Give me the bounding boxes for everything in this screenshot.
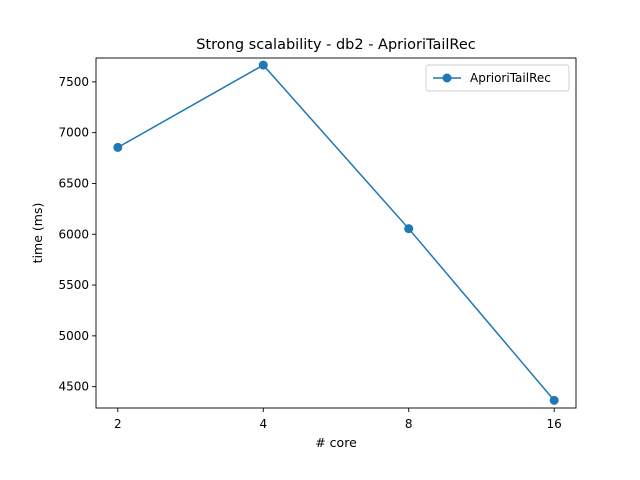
plot-frame bbox=[95, 57, 577, 409]
y-tick-label: 7000 bbox=[58, 126, 89, 140]
data-point bbox=[549, 395, 559, 405]
legend-label: AprioriTailRec bbox=[470, 71, 551, 85]
y-tick-label: 5000 bbox=[58, 329, 89, 343]
data-point bbox=[404, 224, 414, 234]
x-tick-label: 8 bbox=[405, 417, 413, 431]
y-axis-label: time (ms) bbox=[30, 203, 45, 264]
y-tick-label: 6500 bbox=[58, 176, 89, 190]
legend-marker bbox=[442, 73, 452, 83]
x-tick-label: 4 bbox=[259, 417, 267, 431]
y-tick-label: 5500 bbox=[58, 278, 89, 292]
plot-area: 2 4 8 16 4500 5000 5500 6000 6500 7000 7500 Apriori… bbox=[58, 57, 577, 431]
data-point bbox=[258, 60, 268, 70]
y-tick-label: 4500 bbox=[58, 380, 89, 394]
data-point bbox=[113, 142, 123, 152]
legend-box bbox=[425, 64, 570, 92]
chart-title: Strong scalability - db2 - AprioriTailRe… bbox=[196, 37, 476, 53]
series-line bbox=[117, 64, 555, 401]
y-tick-label: 6000 bbox=[58, 227, 89, 241]
y-tick-label: 7500 bbox=[58, 75, 89, 89]
x-tick-label: 16 bbox=[547, 417, 562, 431]
x-axis-label: # core bbox=[315, 435, 357, 450]
x-tick-label: 2 bbox=[114, 417, 122, 431]
